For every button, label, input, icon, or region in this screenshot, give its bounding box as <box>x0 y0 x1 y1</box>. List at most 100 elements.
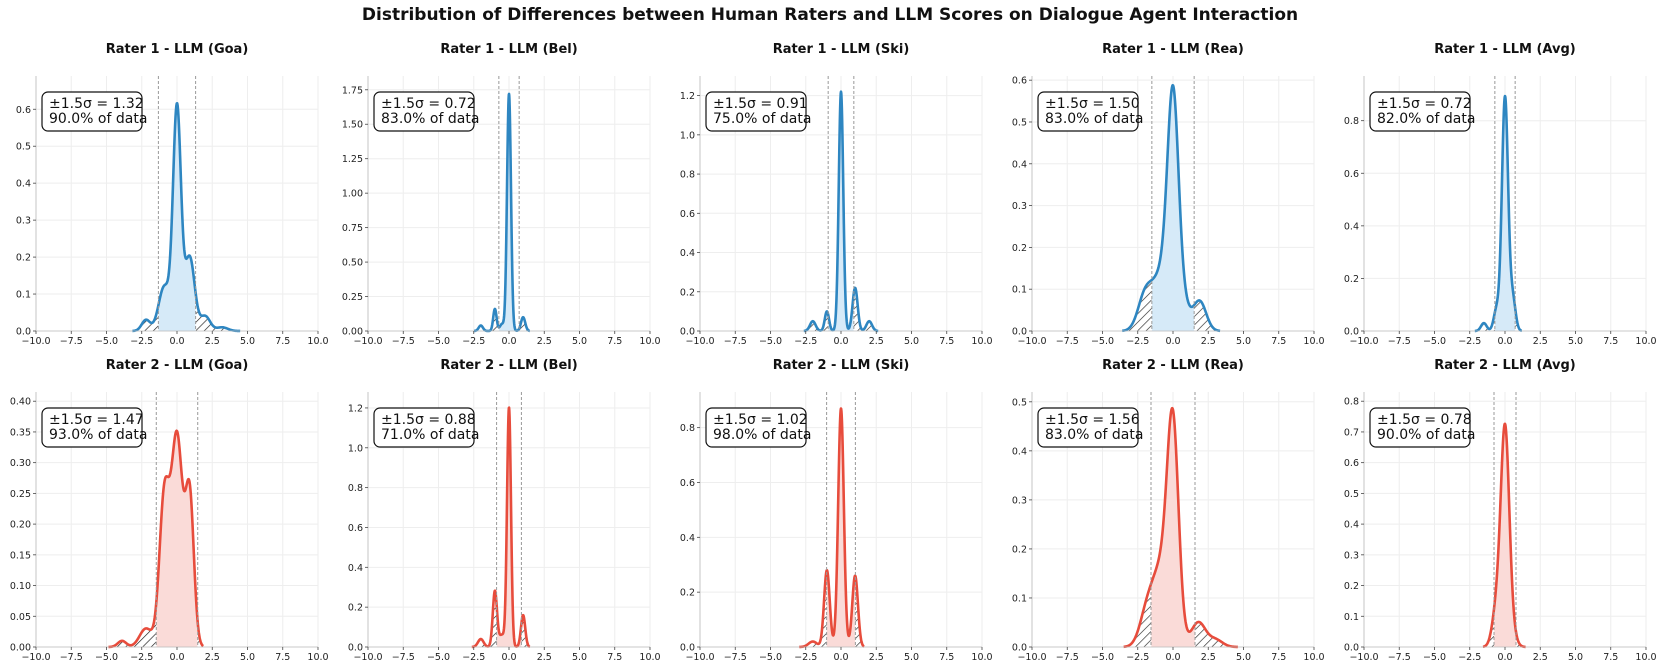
x-tick-label: 0.0 <box>1497 652 1512 663</box>
left-tail-area <box>132 306 159 331</box>
x-tick-label: 2.5 <box>1201 652 1216 663</box>
x-tick-label: 7.5 <box>939 652 954 663</box>
y-tick-label: 0.1 <box>16 290 31 301</box>
y-tick-label: 0.6 <box>16 105 31 116</box>
left-tail-area <box>1123 584 1151 647</box>
y-tick-label: 0.1 <box>1012 285 1027 296</box>
chart-panel-3: −10.0 −7.5 −5.0 −2.5 0.0 2.5 5.0 7.5 10.0 0.0 0.2 0… <box>680 42 993 347</box>
sigma-label: ±1.5σ = 1.50 <box>1045 96 1140 112</box>
x-tick-label: −10.0 <box>21 652 50 663</box>
x-tick-label: 10.0 <box>307 336 328 347</box>
y-tick-label: 0.4 <box>1012 159 1027 170</box>
x-tick-label: 0.0 <box>501 336 516 347</box>
x-tick-label: 10.0 <box>971 336 992 347</box>
x-tick-label: −10.0 <box>21 336 50 347</box>
x-tick-label: 2.5 <box>205 336 220 347</box>
x-tick-label: 0.0 <box>169 336 184 347</box>
x-tick-label: −2.5 <box>1126 336 1149 347</box>
panel-title: Rater 1 - LLM (Rea) <box>1102 42 1244 57</box>
x-tick-label: 7.5 <box>939 336 954 347</box>
x-tick-label: 10.0 <box>307 652 328 663</box>
y-tick-label: 0.05 <box>10 612 31 623</box>
stats-box <box>705 91 807 132</box>
x-tick-label: 7.5 <box>1603 336 1618 347</box>
sigma-label: ±1.5σ = 1.02 <box>713 412 808 428</box>
y-tick-label: 0.5 <box>16 142 31 153</box>
y-tick-label: 0.2 <box>1344 274 1359 285</box>
y-tick-label: 0.0 <box>1344 327 1359 338</box>
coverage-label: 90.0% of data <box>1377 427 1475 443</box>
x-tick-label: −2.5 <box>1126 652 1149 663</box>
x-tick-label: 2.5 <box>537 652 552 663</box>
y-tick-label: 1.2 <box>348 403 363 414</box>
left-tail-area <box>1122 280 1152 331</box>
x-tick-label: −7.5 <box>1056 652 1079 663</box>
coverage-label: 83.0% of data <box>1045 427 1143 443</box>
x-tick-label: −10.0 <box>685 652 714 663</box>
x-tick-label: −10.0 <box>353 652 382 663</box>
within-sigma-area <box>496 407 522 647</box>
x-tick-label: −5.0 <box>427 336 450 347</box>
x-tick-label: 0.0 <box>169 652 184 663</box>
x-tick-label: −7.5 <box>392 336 415 347</box>
x-tick-label: 10.0 <box>639 336 660 347</box>
x-tick-label: −5.0 <box>1423 652 1446 663</box>
y-tick-label: 0.5 <box>1012 117 1027 128</box>
y-tick-label: 0.2 <box>348 603 363 614</box>
y-tick-label: 0.10 <box>10 581 31 592</box>
y-tick-label: 0.8 <box>1344 397 1359 408</box>
panel-title: Rater 2 - LLM (Bel) <box>440 358 577 373</box>
density-curve <box>472 92 531 333</box>
density-curve <box>1121 83 1222 333</box>
x-tick-label: 10.0 <box>1303 336 1324 347</box>
x-tick-label: 7.5 <box>275 336 290 347</box>
x-tick-label: 5.0 <box>1568 336 1583 347</box>
panel-title: Rater 2 - LLM (Goa) <box>106 358 249 373</box>
density-curve <box>1473 94 1523 333</box>
x-tick-label: −7.5 <box>1388 652 1411 663</box>
left-tail-area <box>1474 313 1495 331</box>
stats-box <box>373 91 475 132</box>
y-tick-label: 0.5 <box>1344 489 1359 500</box>
right-tail-area <box>855 576 865 647</box>
x-tick-label: −5.0 <box>759 652 782 663</box>
stats-box <box>1369 407 1471 448</box>
sigma-label: ±1.5σ = 1.56 <box>1045 412 1140 428</box>
x-tick-label: −2.5 <box>1458 336 1481 347</box>
chart-panel-6: −10.0 −7.5 −5.0 −2.5 0.0 2.5 5.0 7.5 10.0 0.00 0.0… <box>10 358 329 663</box>
y-tick-label: 0.8 <box>680 423 695 434</box>
stats-box <box>1369 91 1471 132</box>
right-tail-area <box>1194 300 1221 331</box>
within-sigma-area <box>1151 408 1195 647</box>
stats-box <box>41 91 143 132</box>
y-tick-label: 0.4 <box>1344 520 1359 531</box>
sigma-label: ±1.5σ = 0.88 <box>381 412 476 428</box>
x-tick-label: −10.0 <box>1017 336 1046 347</box>
y-tick-label: 0.4 <box>680 248 695 259</box>
x-tick-label: −10.0 <box>685 336 714 347</box>
x-tick-label: 5.0 <box>904 336 919 347</box>
x-tick-label: −7.5 <box>1056 336 1079 347</box>
x-tick-label: −7.5 <box>724 336 747 347</box>
stats-box <box>705 407 807 448</box>
y-tick-label: 0.2 <box>680 588 695 599</box>
within-sigma-area <box>158 103 196 331</box>
x-tick-label: −2.5 <box>130 336 153 347</box>
x-tick-label: 10.0 <box>639 652 660 663</box>
x-tick-label: 5.0 <box>240 336 255 347</box>
chart-panel-10: −10.0 −7.5 −5.0 −2.5 0.0 2.5 5.0 7.5 10.0 0.0 0.1 0… <box>1344 358 1657 663</box>
x-tick-label: 7.5 <box>607 652 622 663</box>
x-tick-label: −10.0 <box>1349 652 1378 663</box>
y-tick-label: 0.6 <box>680 209 695 220</box>
chart-panel-9: −10.0 −7.5 −5.0 −2.5 0.0 2.5 5.0 7.5 10.0 0.0 0.1 0… <box>1012 358 1325 663</box>
x-tick-label: 10.0 <box>1635 336 1656 347</box>
y-tick-label: 0.0 <box>680 327 695 338</box>
y-tick-label: 0.6 <box>680 478 695 489</box>
sigma-label: ±1.5σ = 0.72 <box>381 96 476 112</box>
stats-box <box>1037 91 1139 132</box>
x-tick-label: 0.0 <box>501 652 516 663</box>
y-tick-label: 0.75 <box>342 223 363 234</box>
x-tick-label: 2.5 <box>1201 336 1216 347</box>
coverage-label: 98.0% of data <box>713 427 811 443</box>
